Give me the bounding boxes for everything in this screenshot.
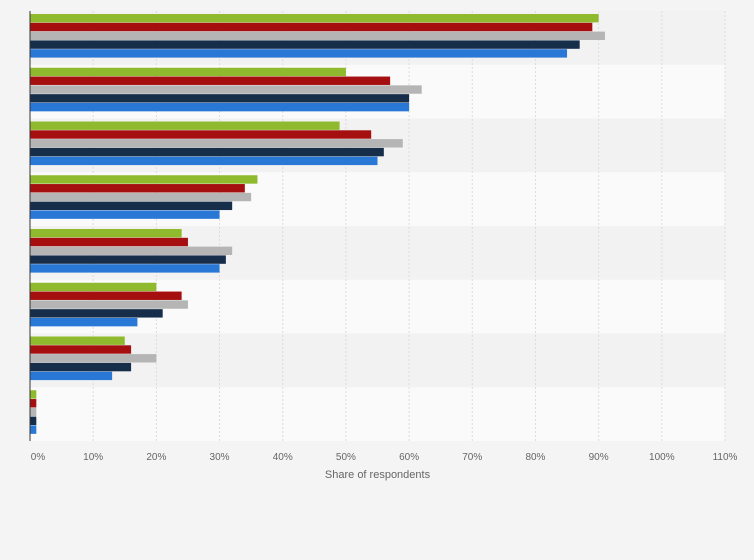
- x-tick-label: 20%: [146, 452, 166, 463]
- bar: [30, 201, 233, 211]
- x-tick-label: 60%: [399, 452, 419, 463]
- bar: [30, 31, 605, 40]
- bar: [30, 362, 132, 372]
- bar: [30, 246, 233, 255]
- bar: [30, 22, 593, 32]
- x-tick-label: 110%: [713, 452, 738, 463]
- bar: [30, 184, 245, 193]
- bar: [30, 425, 37, 434]
- bar: [30, 130, 372, 139]
- bar: [30, 336, 125, 345]
- bar: [30, 416, 37, 426]
- bar: [30, 139, 403, 148]
- bar: [30, 175, 258, 184]
- bar: [30, 94, 410, 103]
- bar: [30, 229, 182, 238]
- x-tick-label: 30%: [210, 452, 230, 463]
- x-tick-label: 70%: [462, 452, 482, 463]
- x-tick-label: 50%: [336, 452, 356, 463]
- bar: [30, 264, 220, 273]
- bar: [30, 237, 188, 247]
- x-axis-title: Share of respondents: [325, 469, 431, 481]
- bar: [30, 354, 157, 363]
- bar: [30, 102, 410, 112]
- x-tick-label: 90%: [589, 452, 609, 463]
- bar: [30, 76, 391, 85]
- bar: [30, 282, 157, 292]
- bar: [30, 291, 182, 300]
- bar: [30, 49, 568, 58]
- bar: [30, 345, 132, 354]
- bar: [30, 407, 37, 417]
- bar: [30, 147, 384, 157]
- bar: [30, 309, 163, 318]
- bar: [30, 390, 37, 399]
- bar: [30, 399, 37, 408]
- x-tick-label: 100%: [649, 452, 675, 463]
- x-tick-label: 80%: [525, 452, 545, 463]
- bar: [30, 317, 138, 327]
- bar: [30, 255, 226, 264]
- bar: [30, 40, 580, 49]
- bar: [30, 300, 188, 309]
- bars: [30, 14, 605, 434]
- bar: [30, 85, 422, 94]
- x-tick-labels: 0% 10% 20% 30% 40% 50% 60% 70% 80% 90% 100% 110%: [31, 452, 738, 463]
- bar: [30, 121, 340, 130]
- bar: [30, 192, 252, 202]
- x-tick-label: 10%: [83, 452, 103, 463]
- bar: [30, 67, 346, 77]
- bar: [30, 210, 220, 219]
- bar: [30, 371, 113, 381]
- x-tick-label: 0%: [31, 452, 46, 463]
- bar: [30, 14, 599, 23]
- category-band: [30, 387, 725, 441]
- x-tick-label: 40%: [273, 452, 293, 463]
- bar: [30, 156, 378, 166]
